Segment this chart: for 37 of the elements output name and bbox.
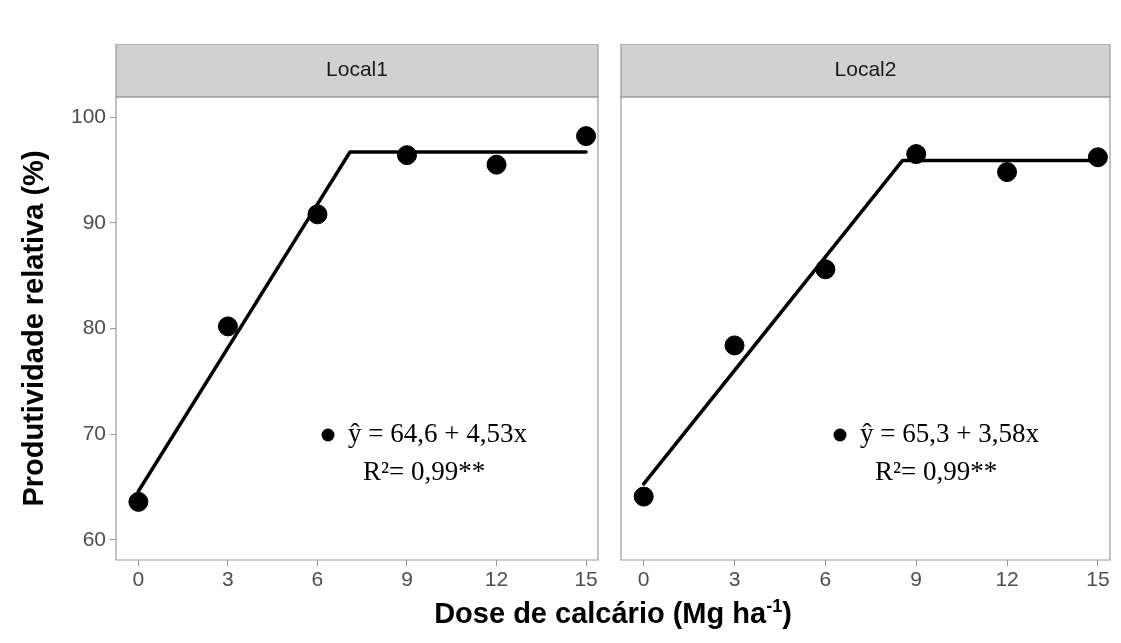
x-axis-title: Dose de calcário (Mg ha$^{-1}$) <box>433 596 793 630</box>
y-tick-label: 60 <box>82 526 106 550</box>
annotation: R²= 0,99** <box>363 456 486 487</box>
legend-label: ŷ = 64,6 + 4,53x <box>348 418 528 449</box>
point <box>633 486 654 507</box>
chart-title: Local1 <box>326 57 388 81</box>
point <box>486 154 507 175</box>
x-tick-label: 12 <box>484 567 509 591</box>
x-tick-label: 3 <box>728 567 741 591</box>
y-tick-label: 70 <box>82 421 106 444</box>
x-tick-label: 3 <box>222 567 234 591</box>
x-tick-label: 9 <box>401 567 413 591</box>
x-tick-label: 15 <box>1086 567 1110 591</box>
annotation: R²= 0,99** <box>875 456 998 487</box>
x-tick-label: 6 <box>311 567 324 591</box>
point <box>307 204 328 225</box>
point <box>128 491 149 512</box>
point <box>396 145 417 166</box>
legend-label: ŷ = 65,3 + 3,58x <box>860 418 1040 449</box>
x-tick-label: 9 <box>910 567 923 591</box>
chart-title: Local2 <box>834 57 897 81</box>
point <box>724 335 745 356</box>
point <box>1087 147 1108 168</box>
x-tick-label: 0 <box>132 567 145 591</box>
y-tick-label: 80 <box>82 315 106 339</box>
point <box>576 126 597 147</box>
y-axis-title: Produtividade relativa (%) <box>17 150 49 507</box>
y-tick-label: 90 <box>82 209 106 233</box>
point <box>217 316 238 337</box>
point <box>906 144 927 165</box>
x-tick-label: 6 <box>819 567 832 591</box>
point <box>815 259 836 280</box>
x-tick-label: 15 <box>574 567 598 591</box>
y-tick-label: 100 <box>70 103 106 127</box>
point <box>997 162 1018 183</box>
x-tick-label: 12 <box>995 567 1019 591</box>
x-tick-label: 0 <box>637 567 650 591</box>
